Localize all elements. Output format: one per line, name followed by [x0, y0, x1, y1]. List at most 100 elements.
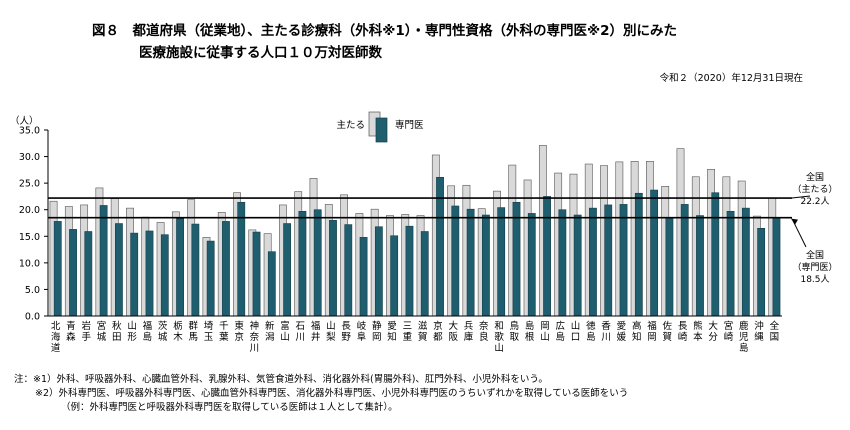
- x-tick-label: 全国: [770, 320, 780, 343]
- y-axis-label: （人）: [10, 115, 39, 127]
- x-tick-label: 秋田: [112, 320, 122, 343]
- x-tick-label: 和歌山: [494, 321, 504, 354]
- bar-specialist: [99, 205, 108, 317]
- bar-specialist: [466, 208, 475, 317]
- bar-specialist: [696, 215, 704, 317]
- x-tick-label: 埼玉: [204, 320, 214, 343]
- legend: 主たる 専門医: [336, 111, 424, 143]
- x-tick-label: 群馬: [189, 320, 199, 343]
- x-axis-labels: 北海道青森岩手宮城秋田山形福島茨城栃木群馬埼玉千葉東京神奈川新潟富山石川福井山梨…: [51, 320, 780, 354]
- bar-specialist: [237, 201, 246, 317]
- bar-specialist: [527, 213, 536, 317]
- as-of-date: 令和２（2020）年12月31日現在: [659, 73, 803, 84]
- bar-specialist: [589, 207, 597, 317]
- x-tick-label: 山口: [571, 321, 581, 343]
- y-axis-ticks: 0.0 5.0 10.0 15.0 20.0 25.0 30.0 35.0: [19, 126, 48, 323]
- bar-specialist: [313, 209, 322, 317]
- bar-specialist: [176, 218, 184, 317]
- reference-label: 全国（専門医） 18.5人: [792, 249, 837, 285]
- y-tick-label: 25.0: [19, 179, 40, 190]
- bar-specialist: [298, 211, 307, 317]
- x-tick-label: 長崎: [678, 321, 688, 343]
- x-tick-label: 山形: [127, 321, 137, 343]
- legend-label-primary: 主たる: [336, 119, 365, 131]
- x-tick-label: 北海道: [51, 321, 61, 354]
- bar-specialist: [497, 207, 506, 317]
- x-tick-label: 富山: [280, 320, 290, 343]
- bar-specialist: [344, 224, 353, 317]
- x-tick-label: 三重: [403, 321, 413, 343]
- y-tick-label: 20.0: [19, 205, 40, 216]
- reference-label: 全国（主たる） 22.2人: [792, 171, 837, 207]
- bar-specialist: [650, 189, 659, 317]
- x-tick-label: 愛媛: [617, 320, 627, 343]
- bar-specialist: [145, 230, 154, 317]
- x-tick-label: 鹿児島: [739, 320, 749, 354]
- bar-specialist: [604, 204, 613, 317]
- reference-arrowhead: [791, 218, 798, 225]
- y-tick-label: 0.0: [25, 312, 40, 323]
- x-tick-label: 兵庫: [464, 320, 474, 343]
- bar-specialist: [741, 207, 750, 317]
- x-tick-label: 栃木: [173, 320, 183, 343]
- x-tick-label: 福岡: [647, 320, 657, 343]
- footnote-1: 注：※1）外科、呼吸器外科、心臓血管外科、乳腺外科、気管食道外科、消化器外科(胃…: [14, 374, 548, 385]
- x-tick-label: 大阪: [448, 320, 458, 343]
- reference-connector: [792, 220, 807, 248]
- y-tick-label: 10.0: [19, 258, 40, 269]
- bar-specialist: [451, 205, 460, 317]
- x-tick-label: 新潟: [265, 320, 275, 343]
- y-tick-label: 15.0: [19, 232, 40, 243]
- x-tick-label: 宮城: [97, 320, 107, 343]
- x-tick-label: 石川: [296, 321, 306, 343]
- x-tick-label: 滋賀: [418, 320, 428, 343]
- x-tick-label: 京都: [433, 320, 443, 343]
- x-tick-label: 岡山: [540, 321, 550, 343]
- bar-specialist: [53, 221, 62, 317]
- x-tick-label: 青森: [66, 320, 76, 343]
- x-tick-label: 徳島: [586, 320, 596, 343]
- x-tick-label: 沖縄: [754, 320, 764, 343]
- bar-specialist: [573, 214, 582, 317]
- x-tick-label: 高知: [632, 320, 642, 343]
- bar-specialist: [359, 237, 368, 317]
- x-tick-label: 佐賀: [663, 320, 673, 343]
- bar-specialist: [115, 223, 123, 317]
- bar-specialist: [252, 231, 261, 317]
- bar-specialist: [160, 234, 169, 317]
- bar-specialist: [512, 201, 521, 317]
- x-tick-label: 福井: [311, 320, 321, 343]
- bar-specialist: [130, 232, 139, 317]
- bar-specialist: [558, 209, 567, 317]
- bar-chart: （人） 0.0 5.0 10.0 15.0 20.0 25.0 30.0 35.0 北海道青森…: [10, 111, 838, 354]
- x-tick-label: 熊本: [693, 320, 703, 343]
- title-line-1: 図８ 都道府県（従業地）、主たる診療科（外科※1）・専門性資格（外科の専門医※2…: [92, 23, 678, 39]
- bar-specialist: [267, 251, 276, 317]
- bar-specialist: [420, 231, 429, 317]
- chart-title: 図８ 都道府県（従業地）、主たる診療科（外科※1）・専門性資格（外科の専門医※2…: [92, 20, 677, 64]
- bar-specialist: [482, 214, 490, 317]
- x-tick-label: 島根: [525, 320, 535, 343]
- bar-specialist: [680, 204, 689, 317]
- y-tick-label: 5.0: [25, 285, 40, 296]
- bar-specialist: [374, 226, 383, 317]
- bar-specialist: [757, 228, 766, 317]
- bar-specialist: [772, 217, 781, 317]
- bar-specialist: [405, 225, 414, 317]
- x-tick-label: 愛知: [387, 320, 397, 343]
- bar-specialist: [665, 217, 674, 317]
- bar-specialist: [711, 192, 720, 317]
- bar-specialist: [726, 211, 735, 317]
- x-tick-label: 静岡: [372, 320, 382, 343]
- x-tick-label: 広島: [556, 320, 566, 343]
- x-tick-label: 岐阜: [357, 320, 367, 343]
- y-tick-label: 30.0: [19, 152, 40, 163]
- bar-specialist: [222, 221, 230, 317]
- bars: [49, 145, 781, 317]
- legend-swatch-specialist: [375, 117, 388, 143]
- x-tick-label: 千葉: [219, 321, 229, 343]
- bar-specialist: [634, 192, 643, 317]
- reference-connector: [791, 195, 811, 199]
- bar-specialist: [390, 235, 399, 317]
